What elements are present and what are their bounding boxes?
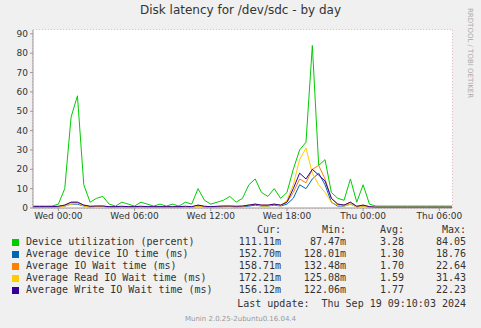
html-text:3.28: 3.28 [379,236,404,247]
html-text:Average device IO time (ms): Average device IO time (ms) [26,248,189,259]
svg-text:Thu 06:00: Thu 06:00 [415,211,462,221]
html-text:Disk latency for /dev/sdc - by: Disk latency for /dev/sdc - by day [140,3,341,17]
html-text:1.77: 1.77 [379,284,404,295]
html-text:158.71m: 158.71m [238,260,281,271]
html-text:Munin 2.0.25-2ubuntu0.16.04.4: Munin 2.0.25-2ubuntu0.16.04.4 [184,315,296,323]
html-text:Average Read IO Wait time (ms): Average Read IO Wait time (ms) [26,272,207,283]
html-text:122.06m: 122.06m [303,284,346,295]
svg-text:30: 30 [17,145,29,155]
svg-text:Wed 00:00: Wed 00:00 [34,211,83,221]
html-text:156.12m: 156.12m [238,284,281,295]
html-text:18.76: 18.76 [435,248,466,259]
svg-text:Thu 00:00: Thu 00:00 [339,211,386,221]
svg-text:60: 60 [17,87,29,97]
html-text:111.11m: 111.11m [238,236,281,247]
html-text:31.43: 31.43 [435,272,466,283]
html-text:Last update: Thu Sep 19 09:10:: Last update: Thu Sep 19 09:10:03 2024 [237,298,466,309]
svg-text:10: 10 [17,184,29,194]
html-text:172.21m: 172.21m [238,272,281,283]
html-text:125.08m: 125.08m [303,272,346,283]
svg-text:90: 90 [17,29,29,39]
html-text:Device utilization (percent): Device utilization (percent) [26,236,195,247]
html-text:Average Write IO Wait time (ms: Average Write IO Wait time (ms) [26,284,213,295]
html-text:87.47m: 87.47m [309,236,346,247]
html-text:22.23: 22.23 [435,284,466,295]
html-text:Max:: Max: [441,224,466,235]
html-text:Average IO Wait time (ms): Average IO Wait time (ms) [26,260,177,271]
svg-text:0: 0 [22,203,28,213]
svg-text:40: 40 [17,126,29,136]
html-text:152.70m: 152.70m [238,248,281,259]
svg-text:50: 50 [17,106,29,116]
html-text:84.05: 84.05 [435,236,466,247]
svg-text:Wed 18:00: Wed 18:00 [263,211,312,221]
html-text:Cur:: Cur: [256,224,281,235]
html-text:22.64: 22.64 [435,260,466,271]
svg-text:Wed 12:00: Wed 12:00 [187,211,236,221]
html-text:128.01m: 128.01m [303,248,346,259]
html-text:132.48m: 132.48m [303,260,346,271]
html-text:1.59: 1.59 [379,272,404,283]
svg-text:Wed 06:00: Wed 06:00 [110,211,159,221]
html-text:1.70: 1.70 [379,260,404,271]
html-text:1.30: 1.30 [379,248,404,259]
svg-text:20: 20 [17,164,29,174]
html-text:RRDTOOL / TOBI OETIKER: RRDTOOL / TOBI OETIKER [466,8,474,99]
html-text:Avg:: Avg: [379,224,404,235]
svg-text:80: 80 [17,48,29,58]
html-text:Min:: Min: [321,224,346,235]
svg-text:70: 70 [17,68,29,78]
